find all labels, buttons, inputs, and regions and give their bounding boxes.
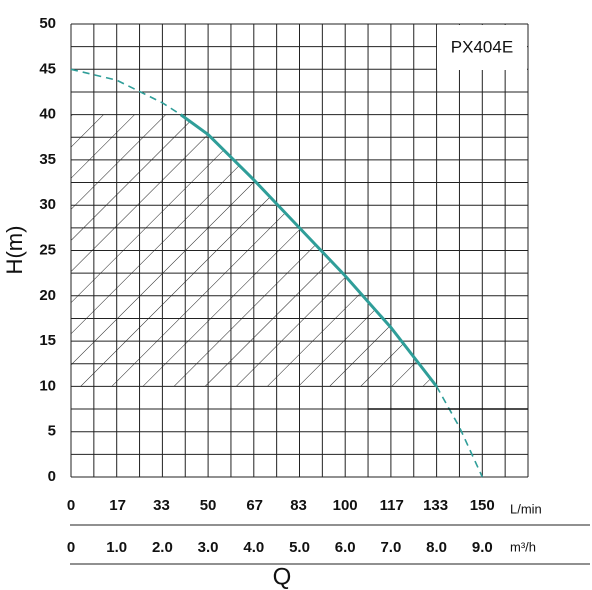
hatched-area xyxy=(71,114,437,387)
x-tick-label: 3.0 xyxy=(198,539,219,556)
y-tick-label: 15 xyxy=(39,332,56,349)
x-tick-label: 9.0 xyxy=(472,539,493,556)
x2-tick-label: 17 xyxy=(109,497,126,514)
x-tick-label: 0 xyxy=(67,539,75,556)
x2-tick-label: 50 xyxy=(200,497,217,514)
x-tick-label: 7.0 xyxy=(380,539,401,556)
x-tick-label: 1.0 xyxy=(106,539,127,556)
x2-tick-label: 117 xyxy=(380,497,404,514)
x-tick-label: 5.0 xyxy=(289,539,310,556)
x2-tick-label: 83 xyxy=(290,497,307,514)
pump-curve xyxy=(435,386,484,478)
y-tick-label: 35 xyxy=(39,151,56,168)
y-tick-label: 45 xyxy=(39,60,56,77)
x2-unit: L/min xyxy=(510,501,542,516)
model-box xyxy=(437,25,527,70)
y-tick-label: 30 xyxy=(39,196,56,213)
model-label: PX404E xyxy=(451,37,513,56)
x2-tick-label: 100 xyxy=(333,497,358,514)
x-tick-label: 8.0 xyxy=(426,539,447,556)
x2-tick-label: 33 xyxy=(153,497,170,514)
y-axis-title: H(m) xyxy=(2,226,27,275)
x-axis-title: Q xyxy=(273,563,292,590)
x-tick-label: 2.0 xyxy=(152,539,173,556)
x2-tick-label: 133 xyxy=(423,497,448,514)
pump-curve xyxy=(179,113,438,388)
y-tick-label: 10 xyxy=(39,377,56,394)
x-tick-label: 6.0 xyxy=(335,539,356,556)
y-tick-label: 0 xyxy=(48,468,56,485)
y-tick-label: 50 xyxy=(39,15,56,32)
x2-tick-label: 67 xyxy=(246,497,263,514)
data xyxy=(70,68,484,478)
y-tick-label: 25 xyxy=(39,241,56,258)
y-tick-label: 5 xyxy=(48,423,56,440)
y-tick-label: 40 xyxy=(39,106,56,123)
y-tick-label: 20 xyxy=(39,287,56,304)
x-unit: m³/h xyxy=(510,539,536,554)
x2-tick-label: 150 xyxy=(470,497,495,514)
x-tick-label: 4.0 xyxy=(243,539,264,556)
x2-tick-label: 0 xyxy=(67,497,75,514)
pump-curve xyxy=(70,68,182,116)
